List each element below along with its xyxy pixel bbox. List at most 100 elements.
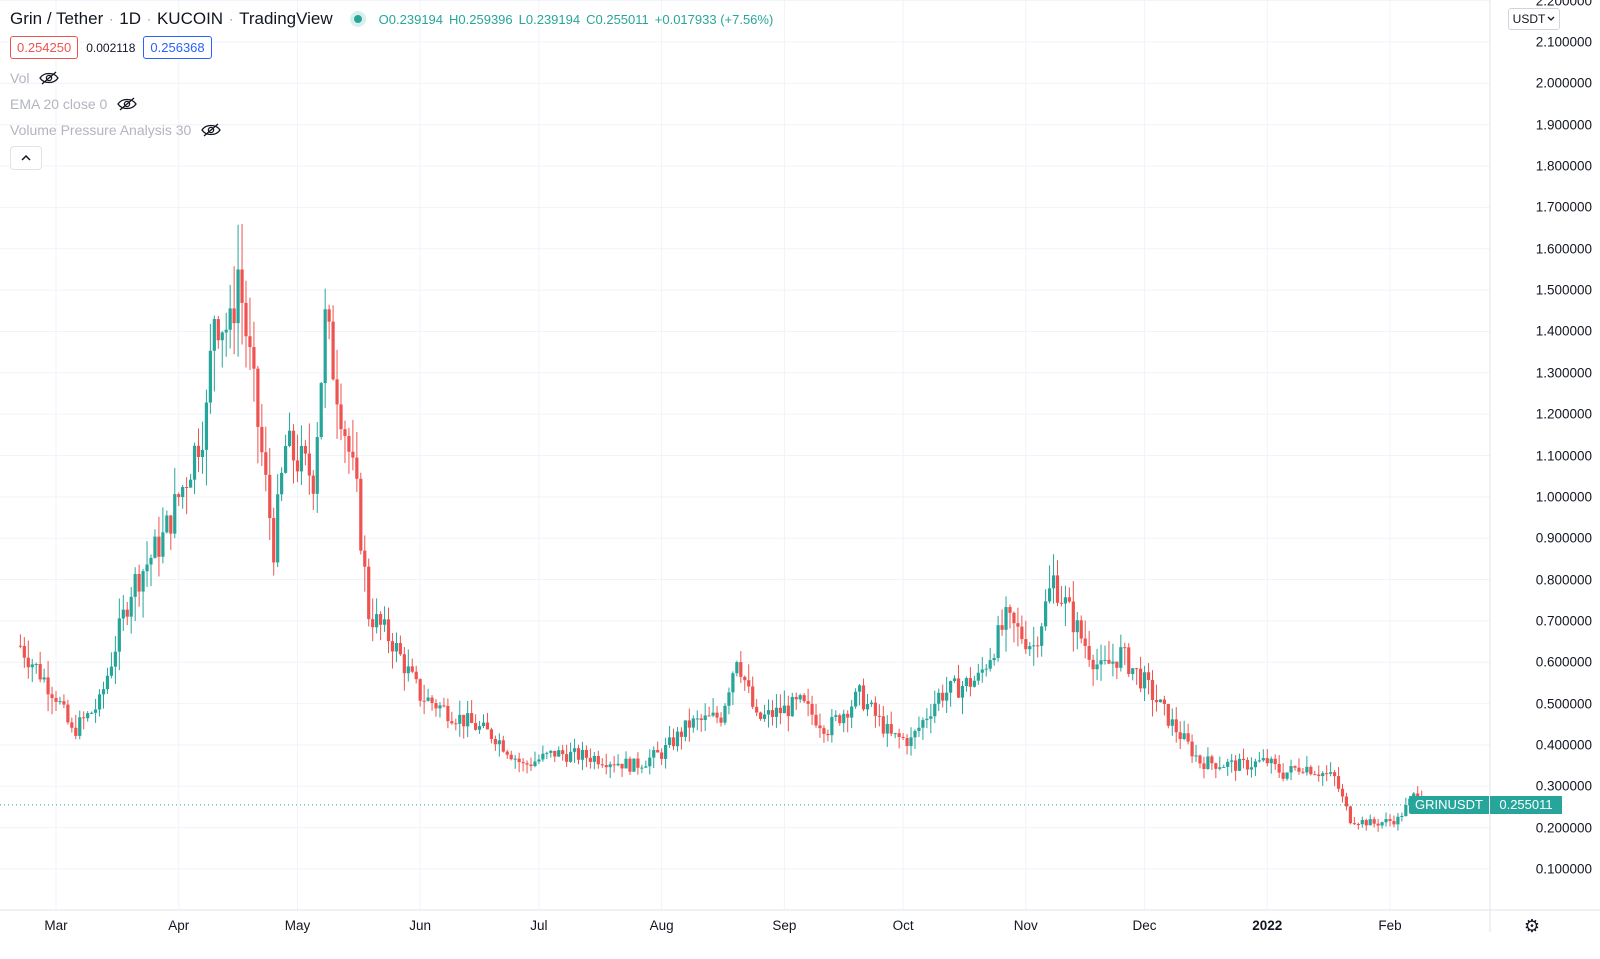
buy-price-button[interactable]: 0.256368 — [143, 36, 212, 59]
candle-body — [335, 379, 339, 405]
candle — [624, 751, 628, 769]
candle-body — [1297, 767, 1301, 772]
chevron-down-icon — [1547, 16, 1555, 21]
candle — [268, 448, 272, 540]
candle — [382, 606, 387, 632]
candle-body — [1174, 719, 1178, 733]
time-tick-label: Sep — [772, 918, 797, 933]
price-tick-label: 0.800000 — [1535, 572, 1592, 588]
candle — [1067, 587, 1071, 604]
candle — [941, 684, 945, 708]
candle-body — [557, 750, 561, 757]
candle-body — [1321, 773, 1325, 777]
candle-body — [1036, 645, 1040, 647]
candle-body — [1309, 766, 1313, 775]
candle — [1107, 641, 1111, 664]
candle — [1321, 771, 1325, 786]
high-label: H — [449, 11, 459, 27]
candle-body — [18, 645, 22, 647]
candle — [394, 632, 399, 663]
candle-body — [703, 715, 707, 721]
collapse-legend-button[interactable] — [10, 146, 42, 170]
candle-body — [438, 705, 442, 709]
candle — [1222, 764, 1226, 768]
candle-body — [632, 758, 636, 772]
candle-body — [952, 678, 957, 682]
price-scale[interactable]: 2.200000 2.100000 2.000000 1.900000 1.800000… — [1490, 0, 1600, 910]
indicator-ema[interactable]: EMA 20 close 0 — [10, 96, 138, 112]
candle — [497, 733, 501, 757]
time-tick-label: Oct — [892, 918, 914, 933]
candle-body — [1051, 575, 1056, 589]
candle — [786, 695, 790, 732]
candle-body — [992, 657, 996, 661]
candle — [438, 702, 442, 718]
indicator-vpa[interactable]: Volume Pressure Analysis 30 — [10, 122, 222, 138]
candle-body — [1139, 668, 1143, 689]
candle-body — [960, 686, 965, 698]
spread-value: 0.002118 — [86, 40, 136, 55]
hidden-eye-icon[interactable] — [39, 71, 60, 85]
candle-body — [93, 709, 98, 713]
chart-pane[interactable] — [0, 0, 1600, 932]
candle-body — [394, 643, 399, 652]
candle — [458, 700, 462, 737]
candle-body — [691, 718, 695, 728]
candle-body — [204, 402, 209, 450]
candle-body — [596, 756, 600, 765]
separator-dot: · — [109, 12, 114, 26]
candle-body — [1344, 796, 1349, 807]
price-tick-label: 1.800000 — [1535, 158, 1592, 174]
candle — [636, 752, 640, 775]
candle-body — [291, 430, 296, 461]
settings-gear-icon[interactable]: ⚙ — [1523, 916, 1541, 936]
candle — [572, 738, 577, 763]
candle — [731, 671, 735, 706]
candle — [996, 615, 1000, 662]
candle — [1281, 763, 1285, 782]
candle — [770, 700, 775, 726]
candle-body — [450, 721, 454, 724]
candle — [707, 706, 711, 717]
candle — [212, 315, 216, 392]
candle — [952, 675, 957, 684]
indicator-vol[interactable]: Vol — [10, 70, 60, 86]
candle — [220, 331, 224, 368]
hidden-eye-icon[interactable] — [117, 97, 138, 111]
candle-body — [683, 720, 687, 737]
candle — [66, 699, 70, 725]
candle — [1135, 667, 1139, 685]
interval-label[interactable]: 1D — [119, 9, 141, 28]
candle — [798, 693, 802, 703]
indicator-label: Vol — [10, 70, 30, 86]
candle — [204, 389, 209, 486]
candle — [893, 732, 897, 739]
candle — [846, 710, 850, 733]
price-tick-label: 0.900000 — [1535, 530, 1592, 546]
exchange-label: KUCOIN — [156, 9, 224, 28]
candle — [287, 412, 292, 448]
candle — [640, 764, 644, 774]
symbol-pair[interactable]: Grin / Tether — [10, 9, 104, 28]
candle-body — [477, 726, 482, 730]
candle-body — [319, 383, 323, 438]
currency-select[interactable]: USDT — [1508, 8, 1560, 30]
candle — [1166, 703, 1170, 729]
candle-body — [1281, 772, 1285, 779]
hidden-eye-icon[interactable] — [201, 123, 222, 137]
candle — [78, 710, 82, 740]
candle — [50, 686, 54, 715]
candle — [323, 288, 327, 409]
price-tick-label: 2.000000 — [1535, 75, 1592, 91]
candle-body — [913, 731, 917, 738]
sell-price-button[interactable]: 0.254250 — [10, 36, 79, 59]
candle-body — [1384, 819, 1388, 823]
candle — [549, 750, 553, 758]
candle — [850, 700, 854, 729]
candle — [74, 714, 78, 740]
candle-body — [1241, 758, 1246, 760]
candle-body — [810, 703, 814, 715]
candle-body — [1099, 660, 1103, 665]
candle-body — [561, 750, 565, 755]
